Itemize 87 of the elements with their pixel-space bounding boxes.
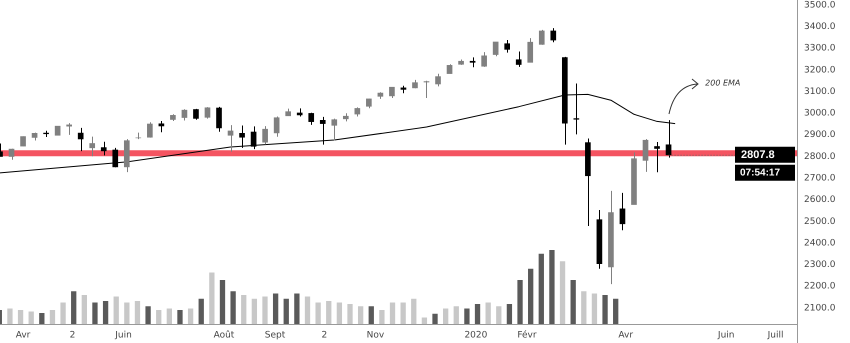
bar	[241, 295, 247, 325]
candlestick	[296, 108, 303, 117]
bar	[92, 302, 98, 325]
x-tick-label: Sept	[264, 330, 286, 341]
y-tick-label: 2800.0	[804, 152, 836, 162]
y-tick-label: 2600.0	[804, 195, 836, 206]
bar	[188, 308, 194, 325]
y-tick-label: 3400.0	[804, 22, 836, 32]
bar	[486, 302, 492, 325]
x-tick-label: Juin	[716, 330, 734, 341]
bar	[305, 296, 310, 325]
bar	[570, 280, 576, 325]
x-tick-label: Août	[214, 330, 235, 341]
y-tick-label: 2300.0	[804, 260, 836, 270]
bar	[592, 294, 598, 325]
bar	[71, 291, 77, 325]
annotation: 200 EMA	[705, 78, 740, 88]
bar	[39, 313, 45, 325]
bar	[454, 306, 460, 325]
bar	[400, 302, 406, 325]
y-tick-label: 3300.0	[804, 44, 836, 54]
bar	[156, 310, 162, 325]
y-tick-label: 3500.0	[804, 0, 836, 10]
bar	[336, 302, 342, 325]
bar	[560, 261, 566, 325]
bar	[496, 306, 502, 325]
candlestick	[446, 64, 452, 74]
bar	[368, 306, 374, 325]
x-tick-label: 2	[70, 330, 76, 341]
candlestick	[20, 136, 26, 147]
y-tick-label: 3100.0	[804, 86, 836, 97]
bar	[209, 272, 215, 325]
bar	[198, 298, 204, 325]
bar	[316, 302, 322, 325]
bar	[82, 295, 88, 325]
bar	[581, 291, 587, 325]
bar	[518, 280, 523, 325]
bar	[262, 296, 268, 325]
bar	[528, 268, 534, 325]
annotation: 2807.8	[741, 148, 775, 161]
y-tick-label: 2100.0	[804, 303, 836, 314]
bar	[103, 301, 108, 325]
bar	[294, 294, 300, 325]
bar	[538, 254, 544, 325]
bar	[475, 304, 480, 325]
bar	[166, 308, 172, 325]
bar	[443, 308, 449, 325]
candlestick	[54, 126, 60, 136]
y-tick-label: 2200.0	[804, 282, 836, 292]
bar	[252, 298, 258, 325]
x-tick-label: Avr	[618, 330, 634, 341]
bar	[358, 306, 364, 325]
x-tick-label: Févr	[517, 330, 537, 341]
bar	[379, 310, 385, 325]
bar	[124, 302, 130, 325]
y-tick-label: 2500.0	[804, 216, 836, 227]
bar	[146, 306, 151, 325]
bar	[230, 291, 236, 325]
bar	[348, 304, 353, 325]
y-tick-label: 2400.0	[804, 238, 836, 248]
bar	[135, 301, 140, 325]
annotation: 07:54:17	[740, 168, 780, 179]
y-tick-label: 3200.0	[804, 65, 836, 76]
candlestick	[654, 141, 660, 173]
x-tick-label: 2020	[464, 330, 488, 341]
bar	[613, 298, 619, 325]
bar	[390, 302, 396, 325]
bar	[507, 304, 512, 325]
y-tick-label: 3000.0	[804, 108, 836, 119]
x-tick-label: Avr	[16, 330, 31, 341]
bar	[326, 301, 332, 325]
x-tick-label: Nov	[366, 330, 385, 341]
bar	[114, 296, 120, 325]
bar	[273, 294, 279, 325]
y-tick-label: 2700.0	[804, 173, 836, 184]
y-tick-label: 2900.0	[804, 130, 836, 140]
bar	[422, 318, 428, 325]
x-tick-label: Juin	[114, 330, 132, 341]
bar	[28, 312, 34, 325]
bar	[60, 302, 66, 325]
bar	[602, 295, 608, 325]
x-tick-label: Juill	[766, 330, 784, 341]
bar	[284, 298, 290, 325]
bar	[411, 298, 417, 325]
bar	[220, 280, 226, 325]
x-tick-label: 2	[322, 330, 328, 341]
bar	[550, 250, 555, 325]
